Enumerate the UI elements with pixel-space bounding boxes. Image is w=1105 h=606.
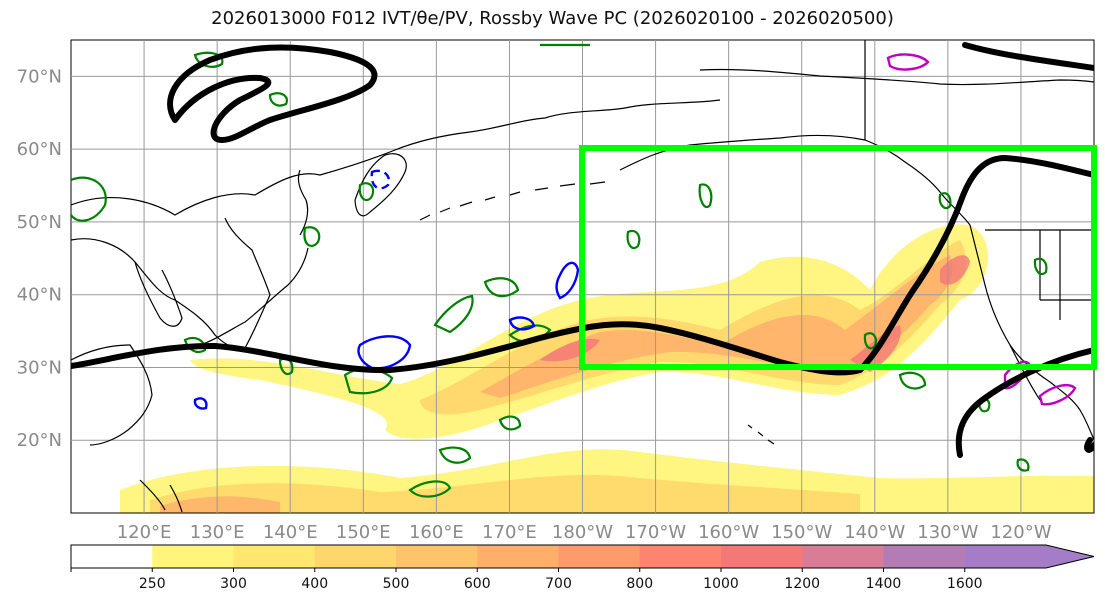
contour-green — [433, 294, 474, 334]
lat-label: 70°N — [17, 66, 62, 87]
lon-label: 150°W — [771, 522, 832, 543]
colorbar-segment — [152, 545, 234, 568]
lon-label: 160°E — [409, 522, 464, 543]
lat-label: 50°N — [17, 212, 62, 233]
contour-blue — [357, 335, 412, 370]
lon-label: 160°W — [698, 522, 759, 543]
longitude-labels: 120°E 130°E 140°E 150°E 160°E 170°E 180°W 170°W… — [117, 522, 1052, 543]
contour-green — [438, 446, 472, 464]
rossby-wave-north — [167, 44, 378, 144]
coastline-korea — [134, 261, 183, 327]
lon-label: 130°E — [190, 522, 245, 543]
colorbar — [70, 544, 1095, 569]
contour-blue — [193, 397, 208, 410]
map-title: 2026013000 F012 IVT/θe/PV, Rossby Wave P… — [211, 8, 894, 29]
contour-green — [358, 182, 375, 202]
contour-green — [71, 176, 107, 222]
lon-label: 180°W — [552, 522, 613, 543]
region-box — [579, 145, 1097, 370]
coastline-china — [71, 344, 153, 446]
colorbar-segment — [314, 545, 397, 568]
lon-label: 120°E — [117, 522, 172, 543]
coastline-aleutians — [419, 181, 606, 221]
contour-green — [863, 332, 877, 350]
lat-label: 20°N — [17, 430, 62, 451]
contour-green — [698, 183, 713, 209]
coastline-asia-east — [71, 217, 271, 350]
colorbar-label: 1200 — [784, 576, 820, 592]
colorbar-label: 400 — [301, 576, 328, 592]
coastline-hawaii — [747, 424, 775, 445]
contour-green — [938, 192, 952, 210]
colorbar-label: 600 — [464, 576, 491, 592]
rossby-wave-main — [71, 154, 1094, 376]
colorbar-segment — [233, 545, 316, 568]
contour-green — [408, 480, 452, 498]
colorbar-segment — [802, 545, 884, 568]
colorbar-segment — [396, 545, 478, 568]
coastline-asia-north — [71, 99, 721, 216]
contour-green — [1033, 257, 1048, 276]
contour-blue — [370, 169, 391, 190]
lon-label: 140°E — [263, 522, 318, 543]
border-us-canada — [985, 229, 1094, 320]
colorbar-label: 300 — [220, 576, 247, 592]
contour-green — [483, 277, 520, 298]
contour-blue — [508, 316, 536, 331]
colorbar-outline — [70, 544, 1095, 569]
lon-label: 140°W — [844, 522, 905, 543]
lon-label: 170°E — [482, 522, 537, 543]
lon-label: 170°W — [625, 522, 686, 543]
rossby-wave-contours — [71, 42, 1094, 458]
colorbar-label: 1600 — [947, 576, 983, 592]
latitude-labels: 70°N 60°N 50°N 40°N 30°N 20°N — [17, 66, 62, 451]
colorbar-segment — [477, 545, 559, 568]
colorbar-extend-arrow — [1046, 545, 1094, 568]
lat-label: 60°N — [17, 139, 62, 160]
coastline-japan — [199, 169, 309, 346]
colorbar-label: 1400 — [866, 576, 902, 592]
rossby-wave-southeast — [955, 347, 1094, 458]
coastline-philippines — [139, 479, 183, 513]
coastline-kamchatka — [354, 153, 407, 217]
colorbar-label: 500 — [383, 576, 410, 592]
contour-green — [626, 229, 641, 250]
lat-label: 40°N — [17, 285, 62, 306]
contour-magenta — [1038, 384, 1077, 406]
colorbar-label: 250 — [139, 576, 166, 592]
lat-label: 30°N — [17, 357, 62, 378]
contour-green — [268, 92, 288, 107]
colorbar-segment — [639, 545, 722, 568]
lon-label: 120°W — [990, 522, 1051, 543]
ivt-band-tropics-peak — [160, 496, 280, 513]
contour-green — [498, 415, 522, 431]
contour-green — [1016, 458, 1030, 472]
colorbar-label: 800 — [626, 576, 653, 592]
colorbar-segment — [721, 545, 803, 568]
colorbar-label: 700 — [545, 576, 572, 592]
colorbar-segment — [883, 545, 966, 568]
colorbar-segment — [558, 545, 641, 568]
colorbar-label: 1000 — [703, 576, 739, 592]
lon-label: 130°W — [917, 522, 978, 543]
colorbar-labels: 250 300 400 500 600 700 800 1000 1200 1400 1600 — [70, 568, 983, 592]
contour-green — [303, 226, 321, 247]
rossby-wave-northeast — [962, 42, 1094, 71]
contour-blue — [555, 261, 580, 300]
ivt-band-tropics-core — [150, 474, 860, 513]
coastline-arctic-alaska — [699, 68, 1094, 86]
ivt-band-peak — [480, 255, 953, 398]
lon-label: 150°E — [336, 522, 391, 543]
colorbar-segment — [964, 545, 1047, 568]
contour-green — [898, 371, 927, 390]
colorbar-segment — [71, 545, 153, 568]
contour-magenta — [886, 53, 930, 71]
